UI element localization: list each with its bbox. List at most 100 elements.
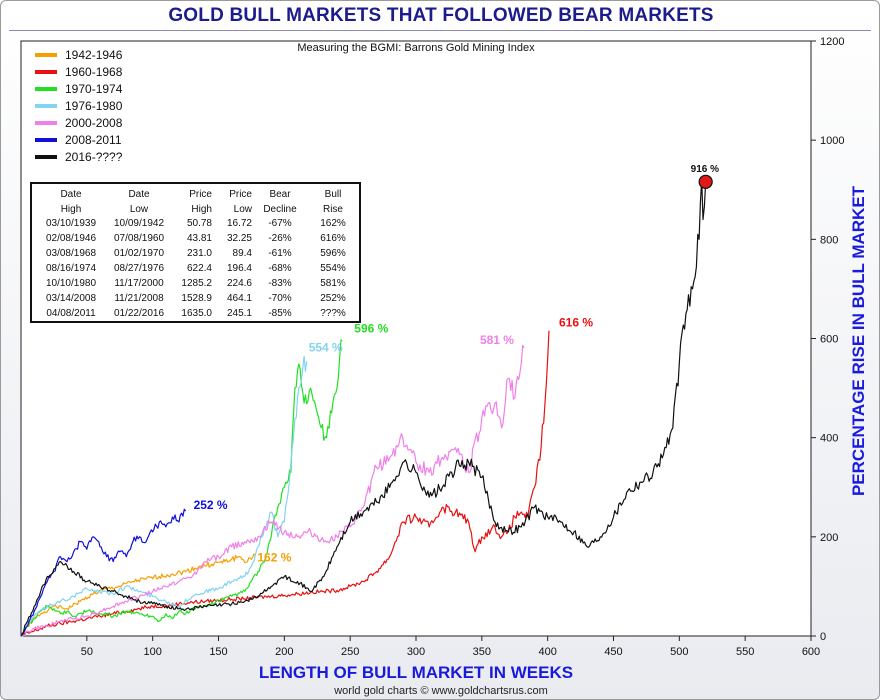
stats-header: Date [60, 189, 82, 200]
x-tick-label: 400 [538, 646, 556, 658]
series-end-label: 596 % [354, 321, 388, 335]
y-tick-label: 800 [820, 234, 838, 246]
table-cell: ???% [320, 308, 346, 319]
series-end-label: 581 % [480, 333, 514, 347]
stats-header-row-2: High Low High Low Decline Rise [32, 202, 358, 216]
legend-swatch [35, 137, 57, 142]
x-tick-label: 200 [275, 646, 293, 658]
legend-label: 2008-2011 [65, 132, 122, 147]
table-cell: 03/08/1968 [45, 248, 97, 259]
table-row: 08/16/1974 08/27/1976 622.4 196.4 -68% 554% [32, 261, 358, 276]
title-divider [9, 30, 871, 31]
credit-line: world gold charts © www.goldchartsrus.co… [334, 685, 548, 697]
table-cell: 03/14/2008 [45, 293, 97, 304]
stats-table-body: 03/10/1939 10/09/1942 50.78 16.72 -67% 162% 02… [32, 216, 358, 321]
stats-header: Bull [324, 189, 342, 200]
stats-header: Price [189, 189, 212, 200]
series-end-label: 162 % [257, 551, 291, 565]
x-tick-label: 600 [802, 646, 820, 658]
stats-header: Rise [322, 203, 343, 215]
table-cell: 622.4 [186, 263, 212, 274]
series-line [20, 553, 256, 637]
table-cell: -83% [268, 278, 292, 289]
series-lines [20, 179, 707, 637]
table-cell: 01/02/1970 [113, 248, 165, 259]
legend-item: 2016-???? [35, 148, 122, 165]
x-tick-label: 50 [81, 646, 93, 658]
table-cell: 01/22/2016 [113, 308, 165, 319]
legend-swatch [35, 69, 57, 74]
legend-item: 1942-1946 [35, 46, 122, 63]
table-cell: 11/17/2000 [114, 278, 164, 289]
table-cell: 32.25 [226, 233, 252, 244]
y-tick-label: 600 [820, 334, 838, 346]
x-tick-label: 450 [604, 646, 622, 658]
table-cell: 03/10/1939 [45, 218, 97, 229]
table-cell: 616% [320, 233, 346, 244]
table-cell: -61% [268, 248, 292, 259]
series-end-label: 252 % [194, 498, 228, 512]
table-cell: 464.1 [226, 293, 252, 304]
table-cell: 11/21/2008 [114, 293, 164, 304]
x-tick-label: 350 [473, 646, 491, 658]
table-cell: 596% [320, 248, 346, 259]
stats-table-head: Date Date Price Price Bear Bull High Low… [32, 187, 358, 216]
legend: 1942-1946 1960-1968 1970-1974 1976-1980 2000… [35, 46, 122, 165]
table-cell: 07/08/1960 [113, 233, 165, 244]
table-cell: 43.81 [186, 233, 212, 244]
table-cell: 10/09/1942 [113, 218, 165, 229]
stats-header: Price [229, 189, 252, 200]
table-cell: -67% [268, 218, 292, 229]
x-tick-label: 300 [407, 646, 425, 658]
y-axis-label: PERCENTAGE RISE IN BULL MARKET [849, 185, 868, 497]
table-cell: 1528.9 [181, 293, 212, 304]
table-cell: 162% [320, 218, 346, 229]
legend-item: 2000-2008 [35, 114, 122, 131]
legend-label: 1942-1946 [65, 47, 123, 62]
legend-swatch [35, 120, 57, 125]
legend-swatch [35, 86, 57, 91]
table-cell: 245.1 [226, 308, 252, 319]
table-row: 03/14/2008 11/21/2008 1528.9 464.1 -70% 252% [32, 291, 358, 306]
series-end-label: 616 % [559, 316, 593, 330]
current-marker-group: 916 % [691, 164, 719, 189]
table-cell: -85% [268, 308, 292, 319]
stats-header: Date [128, 189, 150, 200]
table-cell: 196.4 [226, 263, 252, 274]
series-line [20, 508, 187, 637]
table-cell: 16.72 [226, 218, 252, 229]
legend-swatch [35, 52, 57, 57]
x-tick-label: 550 [736, 646, 754, 658]
legend-label: 1976-1980 [65, 98, 123, 113]
series-line [20, 179, 707, 637]
legend-label: 1970-1974 [65, 81, 123, 96]
table-cell: 554% [320, 263, 346, 274]
stats-header: High [191, 203, 212, 215]
table-cell: 08/27/1976 [113, 263, 165, 274]
stats-table: Date Date Price Price Bear Bull High Low… [32, 187, 358, 321]
series-end-label: 554 % [309, 340, 343, 354]
stats-header-row-1: Date Date Price Price Bear Bull [32, 187, 358, 202]
stats-header: Bear [269, 189, 291, 200]
series-line [21, 345, 525, 637]
table-cell: -68% [268, 263, 292, 274]
series-end-labels: 162 % 616 % 596 % 554 % 581 % 252 % [194, 316, 594, 565]
legend-item: 1976-1980 [35, 97, 122, 114]
stats-table-box: Date Date Price Price Bear Bull High Low… [30, 182, 361, 323]
current-value-marker [698, 174, 713, 189]
legend-label: 2000-2008 [65, 115, 123, 130]
x-axis-label: LENGTH OF BULL MARKET IN WEEKS [258, 663, 574, 682]
table-cell: 08/16/1974 [45, 263, 97, 274]
legend-swatch [35, 103, 57, 108]
table-row: 10/10/1980 11/17/2000 1285.2 224.6 -83% 581% [32, 276, 358, 291]
legend-label: 2016-???? [65, 149, 123, 164]
stats-header: Low [129, 203, 149, 215]
y-axis-ticks: 0 200 400 600 800 1000 1200 [811, 36, 844, 643]
stats-header: Decline [263, 203, 297, 215]
table-cell: 1635.0 [181, 308, 212, 319]
y-tick-label: 0 [820, 631, 826, 643]
x-tick-label: 100 [143, 646, 161, 658]
legend-item: 1970-1974 [35, 80, 122, 97]
x-axis-ticks: 50 100 150 200 250 300 350 400 450 500 550 600 [81, 636, 820, 658]
